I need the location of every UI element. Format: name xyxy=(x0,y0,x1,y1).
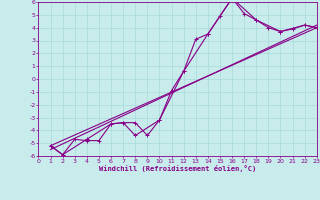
X-axis label: Windchill (Refroidissement éolien,°C): Windchill (Refroidissement éolien,°C) xyxy=(99,165,256,172)
